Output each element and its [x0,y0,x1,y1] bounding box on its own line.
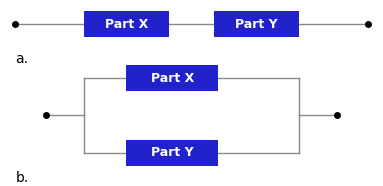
Text: Part Y: Part Y [235,18,278,31]
Text: a.: a. [15,52,28,66]
FancyBboxPatch shape [126,140,218,166]
FancyBboxPatch shape [126,65,218,91]
Text: Part Y: Part Y [151,146,194,159]
Text: b.: b. [15,171,29,185]
FancyBboxPatch shape [84,11,169,37]
FancyBboxPatch shape [214,11,299,37]
Text: Part X: Part X [105,18,148,31]
Text: Part X: Part X [151,72,194,85]
